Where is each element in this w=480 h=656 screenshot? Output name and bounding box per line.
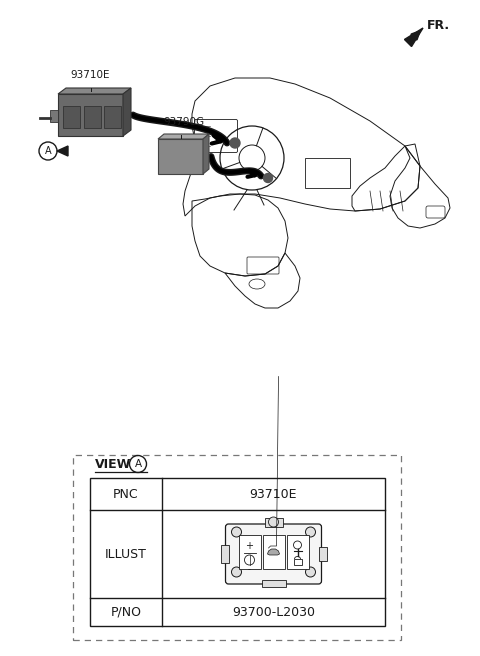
Text: PNC: PNC: [113, 487, 139, 501]
Circle shape: [264, 173, 273, 182]
Bar: [84, 106, 101, 128]
Bar: [239, 535, 261, 569]
Bar: [104, 106, 121, 128]
Bar: [263, 535, 285, 569]
Bar: [264, 518, 283, 527]
Text: A: A: [45, 146, 51, 156]
Bar: [73, 455, 401, 640]
Text: VIEW: VIEW: [95, 457, 132, 470]
Bar: [63, 106, 80, 128]
Circle shape: [231, 527, 241, 537]
Polygon shape: [57, 146, 68, 156]
Circle shape: [305, 527, 315, 537]
Circle shape: [231, 567, 241, 577]
Text: -: -: [248, 565, 251, 575]
Polygon shape: [58, 88, 131, 94]
FancyBboxPatch shape: [226, 524, 322, 584]
Bar: [287, 535, 309, 569]
Bar: [319, 547, 326, 561]
Circle shape: [230, 138, 240, 148]
Text: P/NO: P/NO: [110, 605, 142, 619]
Text: FR.: FR.: [427, 19, 450, 32]
Text: 93700-L2030: 93700-L2030: [232, 605, 315, 619]
Circle shape: [305, 567, 315, 577]
Polygon shape: [203, 134, 209, 174]
Text: ILLUST: ILLUST: [105, 548, 147, 560]
Text: 93710E: 93710E: [71, 70, 110, 80]
Polygon shape: [123, 88, 131, 136]
Bar: [293, 559, 301, 565]
Text: A: A: [134, 459, 142, 469]
Circle shape: [268, 517, 278, 527]
Bar: [90, 478, 385, 626]
Bar: [220, 545, 228, 563]
Text: +: +: [245, 541, 253, 551]
Bar: [50, 110, 58, 122]
Polygon shape: [58, 94, 123, 136]
Polygon shape: [405, 28, 423, 47]
Polygon shape: [158, 134, 209, 139]
Polygon shape: [158, 139, 203, 174]
Polygon shape: [267, 549, 279, 555]
Text: 93710E: 93710E: [250, 487, 297, 501]
Bar: [262, 580, 286, 587]
Text: 93790G: 93790G: [163, 117, 204, 127]
